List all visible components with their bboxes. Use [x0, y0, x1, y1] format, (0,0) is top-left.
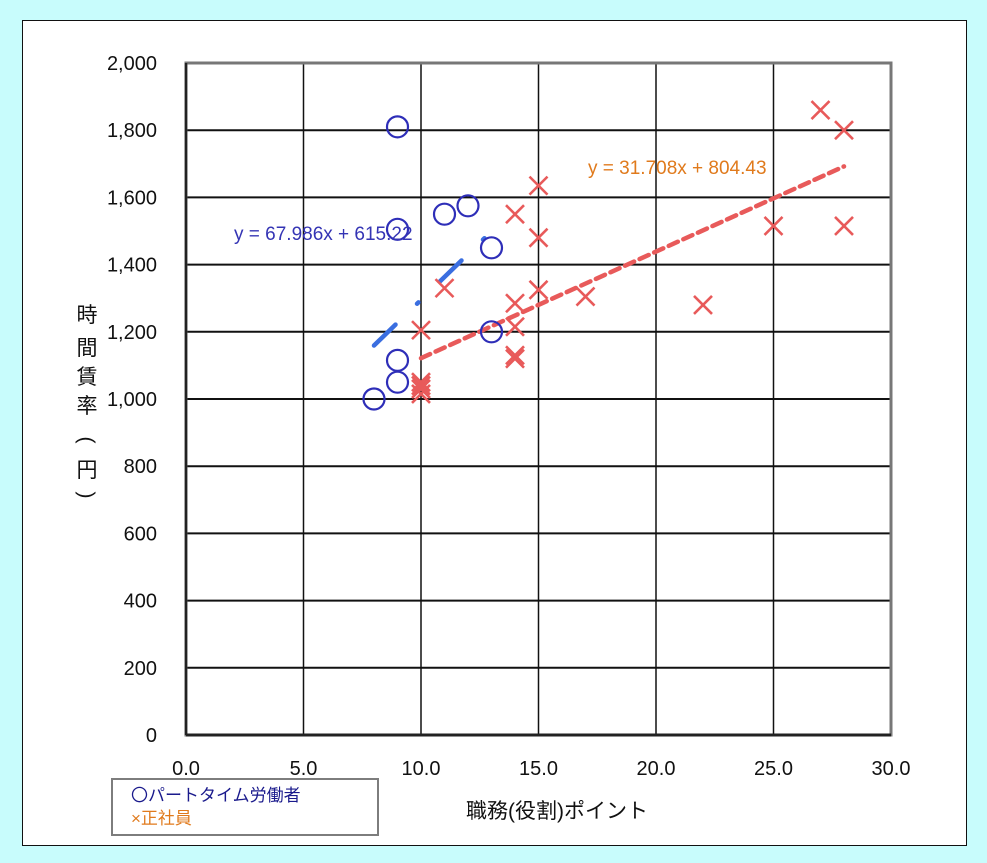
x-tick-label: 5.0: [290, 758, 318, 780]
x-axis-ticks: 0.0 5.0 10.0 15.0 20.0 25.0 30.0: [172, 758, 910, 780]
y-title-char: 円: [77, 459, 98, 482]
regular-point: [411, 320, 431, 341]
part-time-point: [385, 217, 410, 241]
y-tick-label: 200: [124, 658, 157, 680]
y-axis-ticks: 0 200 400 600 800 1,000 1,200 1,400 1,600 1,800 2,…: [107, 53, 157, 747]
regular-point: [434, 278, 455, 299]
part-time-point: [385, 115, 410, 139]
regular-point: [763, 216, 784, 236]
x-tick-label: 30.0: [872, 758, 911, 780]
regular-trend-equation: y = 31.708x + 804.43: [588, 158, 767, 179]
regular-point: [411, 372, 431, 393]
regular-point: [834, 120, 854, 141]
part-time-trendline: [371, 229, 494, 348]
regular-point: [528, 227, 549, 248]
regular-point: [505, 316, 525, 337]
y-tick-label: 1,000: [107, 389, 157, 411]
y-tick-label: 800: [124, 456, 157, 478]
part-time-point: [479, 320, 504, 344]
y-tick-label: 600: [124, 523, 157, 545]
y-title-char: (: [75, 437, 98, 444]
regular-point: [411, 375, 431, 396]
part-time-point: [479, 236, 504, 260]
legend-item-regular: ×正社員: [131, 809, 192, 828]
regular-point: [810, 100, 831, 120]
regular-trendline: [418, 164, 847, 361]
chart-frame: [22, 20, 967, 846]
regular-point: [834, 216, 854, 236]
regular-point: [575, 286, 596, 307]
x-tick-label: 10.0: [402, 758, 441, 780]
x-tick-label: 15.0: [519, 758, 558, 780]
regular-point: [693, 295, 713, 315]
regular-point: [505, 204, 525, 225]
gridlines: [184, 61, 893, 737]
y-tick-label: 2,000: [107, 53, 157, 75]
x-tick-label: 25.0: [754, 758, 793, 780]
legend-item-part-time: 〇パートタイム労働者: [131, 786, 301, 805]
trendlines: [371, 164, 847, 361]
y-tick-label: 1,200: [107, 322, 157, 344]
part-time-point: [362, 387, 386, 411]
part-time-point: [385, 370, 410, 394]
y-tick-label: 400: [124, 591, 157, 613]
regular-point: [505, 293, 525, 314]
part-time-point: [456, 194, 480, 218]
regular-point: [505, 345, 525, 366]
part-time-point: [432, 202, 457, 226]
x-tick-label: 20.0: [637, 758, 676, 780]
regular-point: [528, 279, 549, 300]
y-title-char: 間: [77, 337, 98, 360]
legend: 〇パートタイム労働者 ×正社員: [111, 778, 379, 836]
x-tick-label: 0.0: [172, 758, 200, 780]
y-tick-label: 1,400: [107, 255, 157, 277]
regular-point: [411, 379, 431, 399]
y-title-char: 時: [77, 304, 98, 327]
y-title-char: ): [75, 492, 98, 499]
y-tick-label: 1,600: [107, 187, 157, 209]
part-time-point: [385, 348, 410, 372]
regular-point: [528, 175, 549, 196]
y-title-char: 賃: [77, 366, 98, 389]
data-points: [362, 100, 854, 411]
part-time-trend-equation: y = 67.986x + 615.22: [234, 224, 413, 245]
regular-point: [505, 348, 525, 369]
x-axis-title: 職務(役割)ポイント: [466, 800, 648, 823]
y-title-char: 率: [77, 395, 98, 418]
y-tick-label: 0: [146, 725, 157, 747]
y-tick-label: 1,800: [107, 120, 157, 142]
